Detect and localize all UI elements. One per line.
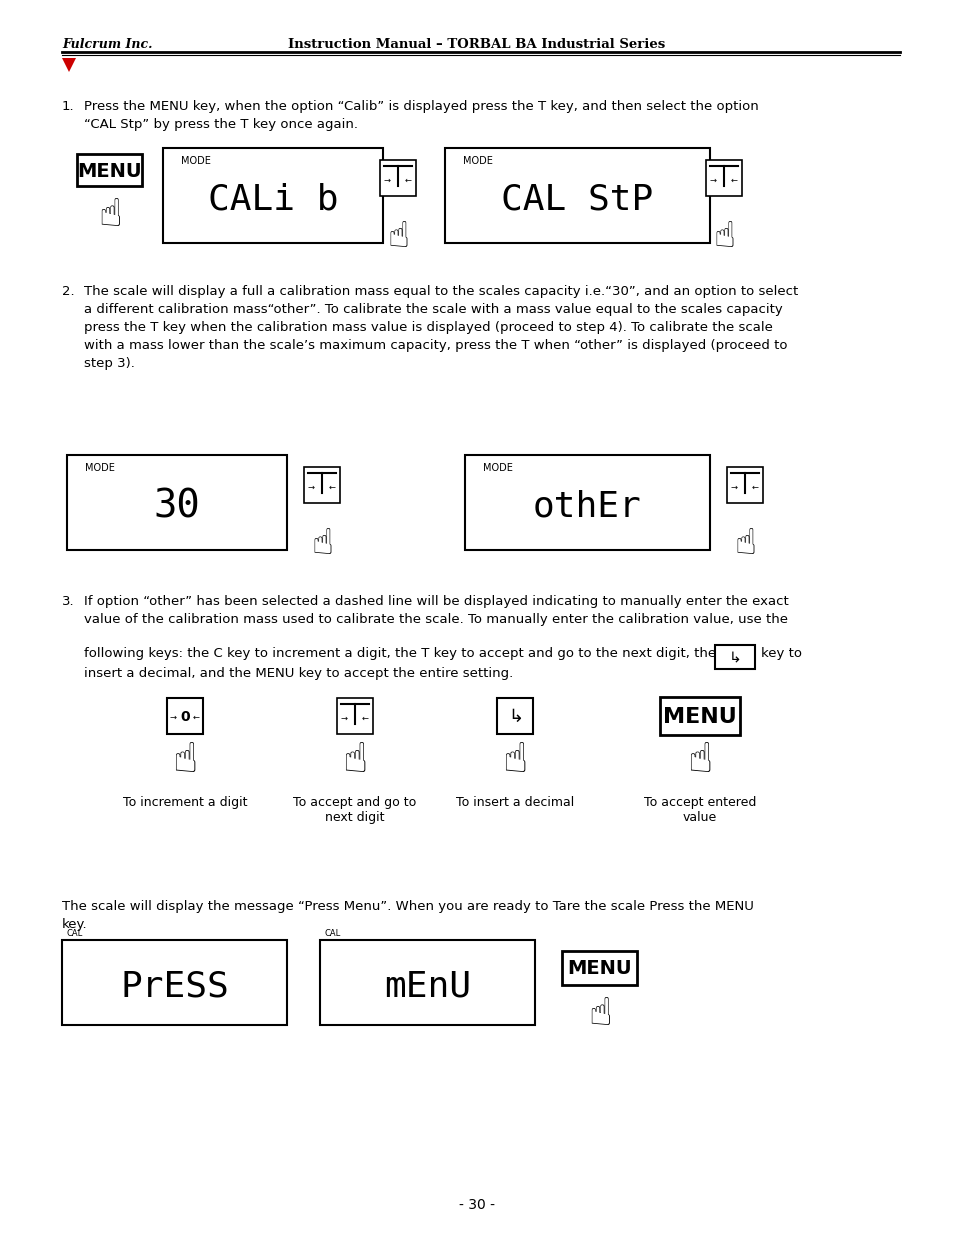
Text: mEnU: mEnU: [384, 969, 471, 1004]
Text: ☝: ☝: [98, 196, 122, 233]
Text: following keys: the C key to increment a digit, the T key to accept and go to th: following keys: the C key to increment a…: [84, 647, 716, 659]
Text: ↳: ↳: [508, 708, 523, 726]
Text: ☝: ☝: [172, 739, 197, 781]
Text: Fulcrum Inc.: Fulcrum Inc.: [62, 37, 152, 51]
Text: ☝: ☝: [686, 739, 712, 781]
Text: ←: ←: [193, 713, 200, 721]
Text: ←: ←: [730, 175, 738, 184]
Text: MODE: MODE: [462, 156, 493, 165]
Bar: [304, 467, 339, 503]
Bar: [67, 454, 287, 550]
Text: othEr: othEr: [533, 489, 641, 524]
Text: ←: ←: [361, 714, 369, 722]
Text: CAL: CAL: [325, 929, 341, 939]
Text: To accept and go to
next digit: To accept and go to next digit: [294, 797, 416, 824]
Text: 2.: 2.: [62, 285, 74, 298]
Text: If option “other” has been selected a dashed line will be displayed indicating t: If option “other” has been selected a da…: [84, 595, 788, 608]
Text: To accept entered
value: To accept entered value: [643, 797, 756, 824]
Bar: [659, 697, 740, 735]
Text: The scale will display a full a calibration mass equal to the scales capacity i.: The scale will display a full a calibrat…: [84, 285, 798, 370]
Text: key.: key.: [62, 918, 88, 931]
Text: MENU: MENU: [662, 706, 736, 727]
Text: - 30 -: - 30 -: [458, 1198, 495, 1212]
Bar: [163, 148, 382, 243]
Text: ☝: ☝: [502, 739, 527, 781]
Text: CAL: CAL: [67, 929, 83, 939]
Bar: [336, 698, 373, 734]
Text: MENU: MENU: [567, 960, 632, 978]
Text: ☝: ☝: [342, 739, 367, 781]
Text: ☝: ☝: [588, 995, 611, 1032]
Text: MODE: MODE: [482, 463, 513, 473]
Text: Instruction Manual – TORBAL BA Industrial Series: Instruction Manual – TORBAL BA Industria…: [288, 37, 665, 51]
Text: →: →: [709, 175, 717, 184]
Text: ☝: ☝: [311, 527, 333, 561]
Text: CAL StP: CAL StP: [501, 183, 653, 216]
Text: 0: 0: [180, 710, 190, 724]
Bar: [444, 148, 709, 243]
Text: “CAL Stp” by press the T key once again.: “CAL Stp” by press the T key once again.: [84, 119, 357, 131]
Bar: [167, 698, 203, 734]
Text: ←: ←: [329, 483, 335, 492]
Text: To increment a digit: To increment a digit: [123, 797, 247, 809]
Bar: [497, 698, 533, 734]
Text: ☝: ☝: [733, 527, 755, 561]
Text: →: →: [340, 714, 348, 722]
Text: →: →: [730, 483, 738, 492]
Text: Press the MENU key, when the option “Calib” is displayed press the T key, and th: Press the MENU key, when the option “Cal…: [84, 100, 758, 112]
Bar: [705, 161, 741, 196]
Bar: [379, 161, 416, 196]
Text: 3.: 3.: [62, 595, 74, 608]
Text: ☝: ☝: [387, 220, 409, 254]
Text: ←: ←: [405, 175, 412, 184]
Text: To insert a decimal: To insert a decimal: [456, 797, 574, 809]
Text: ☝: ☝: [712, 220, 734, 254]
Text: MODE: MODE: [85, 463, 114, 473]
Text: value of the calibration mass used to calibrate the scale. To manually enter the: value of the calibration mass used to ca…: [84, 613, 787, 626]
Text: ↳: ↳: [728, 651, 740, 666]
Bar: [77, 154, 142, 186]
Text: PrESS: PrESS: [120, 969, 229, 1004]
Bar: [562, 951, 637, 986]
Text: →: →: [308, 483, 314, 492]
Text: The scale will display the message “Press Menu”. When you are ready to Tare the : The scale will display the message “Pres…: [62, 900, 753, 913]
Text: MODE: MODE: [181, 156, 211, 165]
Text: 1.: 1.: [62, 100, 74, 112]
Text: →: →: [170, 713, 177, 721]
Polygon shape: [62, 58, 76, 72]
Text: CALi b: CALi b: [208, 183, 338, 216]
Bar: [62, 940, 287, 1025]
Text: MENU: MENU: [77, 162, 142, 180]
Text: →: →: [384, 175, 391, 184]
Text: 30: 30: [153, 488, 200, 526]
Bar: [464, 454, 709, 550]
Bar: [714, 645, 754, 669]
Bar: [319, 940, 535, 1025]
Text: ←: ←: [751, 483, 759, 492]
Text: insert a decimal, and the MENU key to accept the entire setting.: insert a decimal, and the MENU key to ac…: [84, 667, 513, 680]
Bar: [726, 467, 762, 503]
Text: key to: key to: [760, 647, 801, 659]
